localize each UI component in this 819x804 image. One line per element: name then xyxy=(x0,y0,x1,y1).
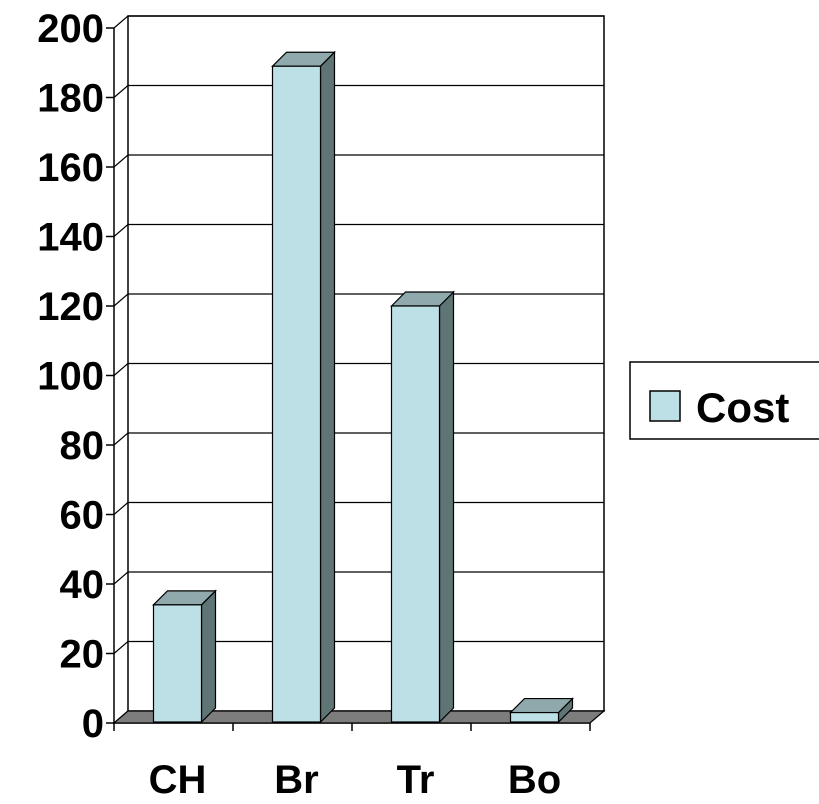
y-tick-label: 20 xyxy=(60,633,105,677)
legend-label: Cost xyxy=(696,384,789,431)
bar xyxy=(509,697,574,724)
bar-front xyxy=(152,604,203,723)
bar-front xyxy=(390,305,441,723)
y-tick-label: 80 xyxy=(60,424,105,468)
side-wall-tick xyxy=(113,15,129,29)
bar xyxy=(152,589,217,724)
y-tick-label: 140 xyxy=(37,216,104,260)
y-tick-label: 120 xyxy=(37,285,104,329)
side-wall-tick xyxy=(113,85,129,98)
y-tick-label: 200 xyxy=(37,7,104,51)
y-tick-label: 40 xyxy=(60,563,105,607)
legend: Cost xyxy=(629,361,819,440)
bar xyxy=(390,290,455,724)
y-tick-label: 180 xyxy=(37,77,104,121)
y-tick-labels: 0 20 40 60 80 100 120 140 160 180 200 xyxy=(37,7,104,746)
side-wall-tick xyxy=(113,293,129,307)
x-category-labels: CH Br Tr Bo xyxy=(149,758,562,802)
side-wall-tick xyxy=(113,641,129,654)
bar xyxy=(271,50,336,724)
bar-side xyxy=(200,589,217,724)
x-category-label: CH xyxy=(149,758,207,799)
legend-swatch xyxy=(649,390,681,422)
y-tick-label: 100 xyxy=(37,355,104,399)
bar-front xyxy=(509,711,560,723)
x-category-label: Tr xyxy=(397,758,435,799)
side-wall-tick xyxy=(113,502,129,515)
side-wall-tick xyxy=(113,571,129,585)
side-wall-tick xyxy=(113,154,129,168)
bar-side xyxy=(319,50,336,724)
x-category-label: Br xyxy=(274,758,318,799)
bar-front xyxy=(271,65,322,723)
side-wall-tick xyxy=(113,432,129,446)
y-tick-label: 0 xyxy=(82,702,104,746)
y-tick-label: 160 xyxy=(37,146,104,190)
y-tick-label: 60 xyxy=(60,494,105,538)
side-wall-tick xyxy=(113,224,129,237)
x-category-label: Bo xyxy=(508,758,561,799)
side-wall-tick xyxy=(113,363,129,376)
bar-side xyxy=(438,290,455,724)
bars xyxy=(152,50,574,724)
